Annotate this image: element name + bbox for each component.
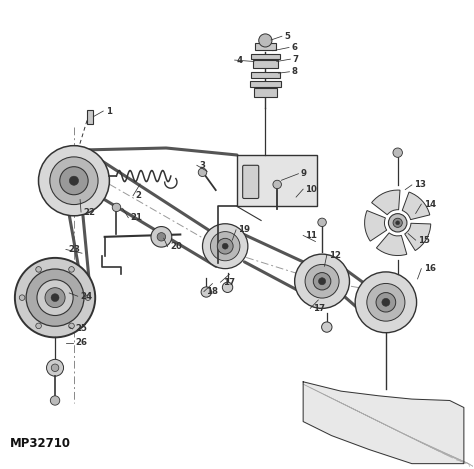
Text: 16: 16 [424,264,436,273]
Wedge shape [402,192,430,219]
Text: 23: 23 [68,245,80,254]
Circle shape [36,266,41,272]
Circle shape [69,176,79,185]
Text: 1: 1 [106,106,111,115]
Circle shape [367,283,405,321]
Text: 17: 17 [223,278,235,287]
Text: 13: 13 [414,181,426,189]
Text: 26: 26 [75,339,87,348]
Circle shape [46,359,64,376]
Text: 4: 4 [237,56,243,65]
Circle shape [50,157,98,204]
Circle shape [305,265,339,298]
Circle shape [319,278,326,285]
Circle shape [321,322,332,332]
Circle shape [222,243,228,249]
Text: 10: 10 [306,185,318,194]
Circle shape [393,218,402,227]
Text: 15: 15 [418,235,430,245]
Text: 20: 20 [170,242,182,251]
Wedge shape [405,223,431,250]
Circle shape [376,293,396,312]
Text: 24: 24 [80,292,92,301]
Text: 2: 2 [136,191,141,200]
Text: 17: 17 [313,304,325,313]
Circle shape [157,233,165,241]
FancyBboxPatch shape [253,60,278,68]
Circle shape [382,298,390,306]
Circle shape [259,34,272,47]
Wedge shape [365,211,387,241]
Circle shape [295,254,349,309]
Text: 6: 6 [292,43,297,52]
Wedge shape [376,233,407,256]
FancyBboxPatch shape [251,53,280,59]
Circle shape [69,323,74,329]
Text: 8: 8 [292,67,298,76]
Circle shape [45,287,65,308]
Text: 11: 11 [306,231,318,240]
Circle shape [198,168,207,176]
Text: MP32710: MP32710 [10,437,71,450]
Circle shape [15,258,95,337]
Circle shape [396,221,400,225]
Circle shape [151,227,172,247]
Circle shape [202,224,248,269]
Circle shape [85,295,91,301]
Circle shape [112,203,121,212]
Circle shape [201,287,211,297]
Circle shape [210,232,240,261]
FancyBboxPatch shape [243,165,259,198]
Circle shape [19,295,25,301]
Circle shape [355,272,417,333]
Text: 18: 18 [206,287,219,296]
FancyBboxPatch shape [254,88,277,98]
Circle shape [273,180,282,189]
Text: 21: 21 [131,213,143,222]
FancyBboxPatch shape [251,72,280,78]
Text: 3: 3 [199,161,205,170]
Polygon shape [303,382,464,464]
Circle shape [26,269,84,326]
Circle shape [388,214,407,232]
FancyBboxPatch shape [255,43,276,50]
Text: 5: 5 [284,32,290,41]
FancyBboxPatch shape [237,155,318,206]
Text: 12: 12 [329,250,341,259]
Text: 22: 22 [83,208,95,217]
Circle shape [217,238,233,254]
Circle shape [60,166,88,195]
Circle shape [51,294,59,302]
Circle shape [318,218,326,227]
Circle shape [313,272,331,290]
Circle shape [50,396,60,405]
Text: 7: 7 [293,55,299,64]
Circle shape [393,148,402,157]
Circle shape [51,364,59,371]
Text: 19: 19 [238,225,250,234]
FancyBboxPatch shape [250,81,281,87]
Circle shape [69,266,74,272]
Text: 25: 25 [75,325,87,333]
Circle shape [222,282,233,293]
Circle shape [36,323,41,329]
Wedge shape [372,190,400,215]
Text: 9: 9 [301,169,307,178]
Circle shape [37,280,73,316]
FancyBboxPatch shape [87,110,93,124]
Text: 14: 14 [424,200,436,209]
Circle shape [38,146,109,216]
